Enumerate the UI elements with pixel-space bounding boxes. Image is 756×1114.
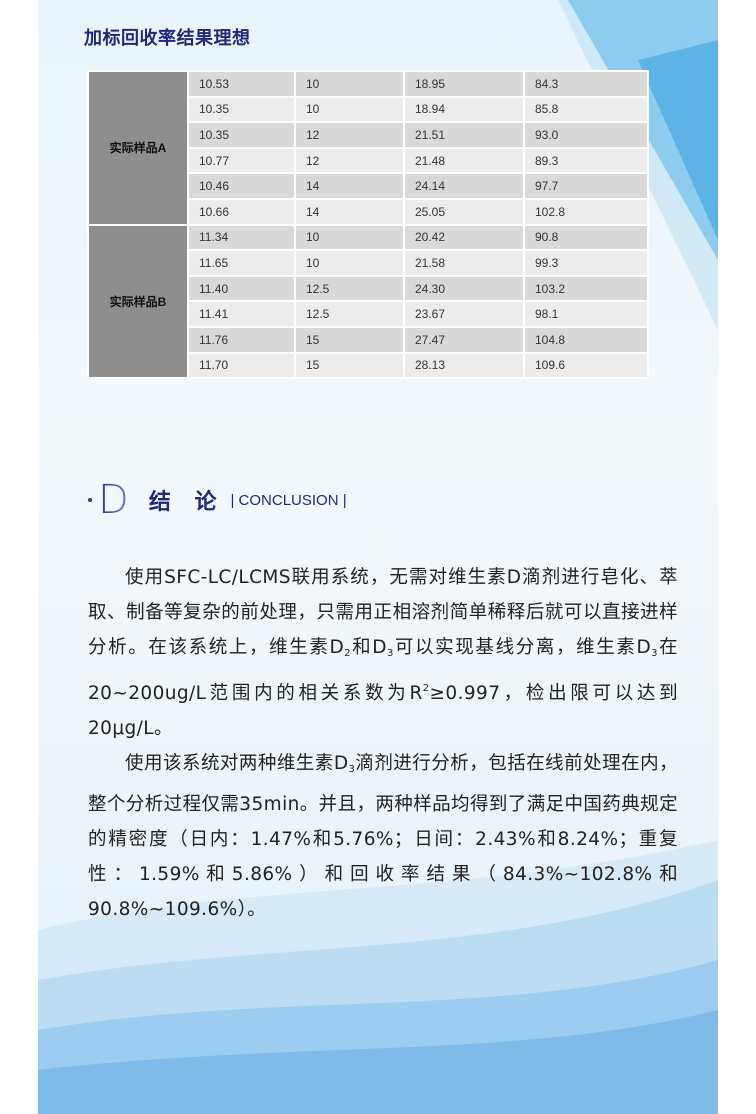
table-row: 实际样品B 11.34 10 20.42 90.8 [89,225,647,378]
table-cell: 89.3 [525,148,647,173]
table-cell: 24.14 [405,174,523,198]
group-label-cell: 实际样品A [89,72,187,224]
table-cell: 10.46 [189,174,294,198]
table-cell: 10 [296,97,403,122]
table-cell: 10.77 [189,148,294,173]
conclusion-text: 使用SFC-LC/LCMS联用系统，无需对维生素D滴剂进行皂化、萃取、制备等复杂… [88,560,678,927]
table-cell: 14 [296,174,403,198]
table-cell: 23.67 [405,302,523,326]
subscript: 3 [651,648,658,659]
table-row: 10.35 12 21.51 93.0 [89,123,647,147]
section-letter: D [98,477,129,523]
table-cell: 27.47 [405,327,523,352]
table-cell: 25.05 [405,199,523,224]
table-cell: 24.30 [405,276,523,301]
table-cell: 28.13 [405,353,523,378]
page-panel: 加标回收率结果理想 实际样品A 10.53 10 18.95 84.3 10.35 10 18… [38,0,718,1114]
table-cell: 10 [296,225,403,250]
table-cell: 10.35 [189,123,294,147]
table-cell: 102.8 [525,199,647,224]
text-run: 在20~200ug/L范围内的相关系数为R [88,637,679,704]
table-cell: 21.51 [405,123,523,147]
table-cell: 12 [296,123,403,147]
table-cell: 109.6 [525,353,647,378]
table-cell: 104.8 [525,327,647,352]
table-cell: 85.8 [525,97,647,122]
table-cell: 90.8 [525,225,647,250]
table-cell: 97.7 [525,174,647,198]
recovery-table: 实际样品A 10.53 10 18.95 84.3 10.35 10 18.94 85.8 10.… [87,70,649,380]
table-cell: 15 [296,327,403,352]
section-heading: D 结 论 | CONCLUSION | [88,478,347,522]
paragraph: 使用该系统对两种维生素D3滴剂进行分析，包括在线前处理在内，整个分析过程仅需35… [88,746,678,927]
table-row: 实际样品A 10.53 10 18.95 84.3 [89,72,647,224]
table-cell: 98.1 [525,302,647,326]
text-run: 滴剂进行分析，包括在线前处理在内，整个分析过程仅需35min。并且，两种样品均得… [88,753,678,920]
group-label-cell: 实际样品B [89,225,187,378]
table-cell: 103.2 [525,276,647,301]
table-row: 11.40 12.5 24.30 103.2 [89,276,647,301]
section-heading-subtitle: | CONCLUSION | [230,491,347,509]
subscript: 2 [344,648,351,659]
table-row: 11.70 15 28.13 109.6 [89,353,647,378]
superscript: 2 [422,683,430,694]
table-cell: 18.95 [405,72,523,96]
table-row: 10.77 12 21.48 89.3 [89,148,647,173]
table-cell: 93.0 [525,123,647,147]
text-run: 使用SFC-LC/LCMS联用系统，无需对维生素D滴剂进行皂化、萃取、制备等复杂… [88,567,678,658]
background-decoration [38,0,718,1114]
table-cell: 10.66 [189,199,294,224]
subscript: 3 [348,764,356,775]
table-cell: 11.41 [189,302,294,326]
section-title: 加标回收率结果理想 [84,28,251,49]
table-cell: 10.53 [189,72,294,96]
table-row: 11.76 15 27.47 104.8 [89,327,647,352]
table-row: 10.46 14 24.14 97.7 [89,174,647,198]
table-cell: 10.35 [189,97,294,122]
table-cell: 10 [296,72,403,96]
text-run: 和D [350,637,387,658]
subscript: 3 [386,648,394,659]
text-run: 可以实现基线分离，维生素D [393,637,652,658]
table-cell: 12.5 [296,276,403,301]
table-row: 11.41 12.5 23.67 98.1 [89,302,647,326]
table-cell: 12.5 [296,302,403,326]
table-row: 10.35 10 18.94 85.8 [89,97,647,122]
table-cell: 18.94 [405,97,523,122]
table-cell: 12 [296,148,403,173]
table-cell: 11.70 [189,353,294,378]
section-heading-title: 结 论 [148,490,225,515]
text-run: 使用该系统对两种维生素D [125,753,349,774]
bullet-dot [88,498,92,502]
table-cell: 10 [296,251,403,275]
table-cell: 11.40 [189,276,294,301]
paragraph: 使用SFC-LC/LCMS联用系统，无需对维生素D滴剂进行皂化、萃取、制备等复杂… [88,560,678,746]
table-cell: 11.76 [189,327,294,352]
table-cell: 14 [296,199,403,224]
table-cell: 99.3 [525,251,647,275]
table-cell: 21.48 [405,148,523,173]
text-run: ≥0.997，检出限可以达到20μg/L。 [88,683,678,739]
table-cell: 11.34 [189,225,294,250]
table-cell: 21.58 [405,251,523,275]
table-cell: 20.42 [405,225,523,250]
table-cell: 84.3 [525,72,647,96]
table-cell: 15 [296,353,403,378]
table-row: 11.65 10 21.58 99.3 [89,251,647,275]
table-cell: 11.65 [189,251,294,275]
table-row: 10.66 14 25.05 102.8 [89,199,647,224]
